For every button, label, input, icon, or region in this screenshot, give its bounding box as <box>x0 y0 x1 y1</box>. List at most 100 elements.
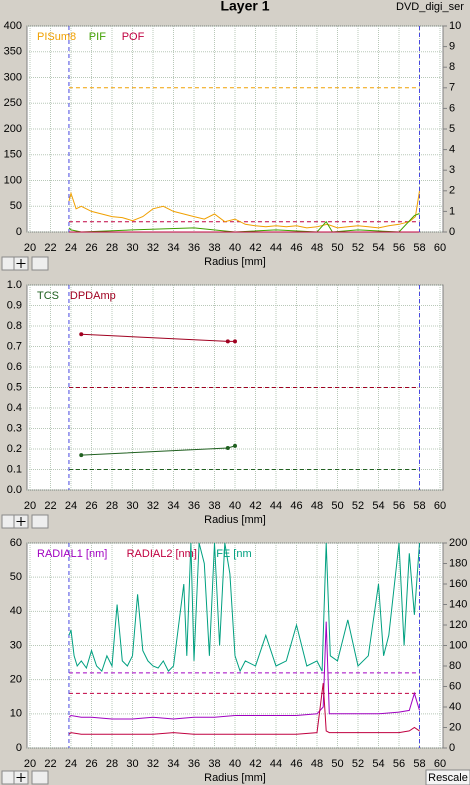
y-tick-label: 300 <box>4 71 22 83</box>
x-tick-label: 40 <box>229 500 241 512</box>
x-tick-label: 20 <box>24 242 36 254</box>
x-tick-label: 34 <box>167 500 179 512</box>
x-tick-label: 24 <box>65 500 77 512</box>
x-tick-label: 30 <box>126 500 138 512</box>
x-tick-label: 32 <box>147 500 159 512</box>
icon <box>16 773 26 782</box>
x-tick-label: 34 <box>167 242 179 254</box>
rescale-button[interactable] <box>425 769 470 785</box>
x-tick-label: 38 <box>208 500 220 512</box>
x-tick-label: 42 <box>249 758 261 770</box>
legend-entry: RADIAL1 [nm] <box>37 548 107 560</box>
series-line <box>68 621 420 720</box>
x-tick-label: 26 <box>85 242 97 254</box>
x-tick-label: 22 <box>44 758 56 770</box>
tool-pan[interactable] <box>31 770 49 785</box>
x-tick-label: 28 <box>106 500 118 512</box>
x-tick-label: 58 <box>413 500 425 512</box>
y-tick-label: 10 <box>10 708 22 720</box>
y-tick-label: 400 <box>4 20 22 32</box>
legend-entry: PISum8 <box>37 31 76 43</box>
y2-tick-label: 4 <box>449 144 455 156</box>
x-tick-label: 32 <box>147 758 159 770</box>
x-tick-label: 60 <box>434 242 446 254</box>
y-tick-label: 0.3 <box>7 422 22 434</box>
x-tick-label: 28 <box>106 758 118 770</box>
y-tick-label: 60 <box>10 537 22 549</box>
y-tick-label: 0.2 <box>7 443 22 455</box>
y-tick-label: 100 <box>4 174 22 186</box>
x-axis-label: Radius [mm] <box>204 772 266 784</box>
x-tick-label: 52 <box>352 242 364 254</box>
x-tick-label: 52 <box>352 758 364 770</box>
x-tick-label: 60 <box>434 500 446 512</box>
x-tick-label: 36 <box>188 758 200 770</box>
x-tick-label: 58 <box>413 242 425 254</box>
series-line <box>68 190 420 229</box>
x-tick-label: 24 <box>65 758 77 770</box>
tool-zoom[interactable] <box>1 256 15 271</box>
x-tick-label: 48 <box>311 500 323 512</box>
button-label[interactable]: Rescale <box>428 772 468 784</box>
y-tick-label: 350 <box>4 46 22 58</box>
y2-tick-label: 8 <box>449 61 455 73</box>
tool-zoom[interactable] <box>1 514 15 529</box>
x-tick-label: 54 <box>372 500 384 512</box>
x-tick-label: 40 <box>229 758 241 770</box>
x-tick-label: 58 <box>413 758 425 770</box>
x-tick-label: 38 <box>208 758 220 770</box>
x-tick-label: 54 <box>372 242 384 254</box>
x-tick-label: 36 <box>188 242 200 254</box>
x-axis-label: Radius [mm] <box>204 514 266 526</box>
x-tick-label: 32 <box>147 242 159 254</box>
y-tick-label: 0.0 <box>7 484 22 496</box>
y-tick-label: 0.9 <box>7 299 22 311</box>
y2-tick-label: 0 <box>449 226 455 238</box>
legend-entry: DPDAmp <box>70 290 116 302</box>
y2-tick-label: 5 <box>449 123 455 135</box>
tool-pan[interactable] <box>31 514 49 529</box>
y2-tick-label: 160 <box>449 578 467 590</box>
y2-tick-label: 2 <box>449 185 455 197</box>
x-tick-label: 44 <box>270 242 282 254</box>
x-tick-label: 36 <box>188 500 200 512</box>
x-tick-label: 48 <box>311 242 323 254</box>
series-line <box>68 542 420 673</box>
tab-label: DVD_digi_ser <box>396 1 464 13</box>
y2-tick-label: 20 <box>449 721 461 733</box>
x-tick-label: 46 <box>290 242 302 254</box>
y-tick-label: 40 <box>10 605 22 617</box>
y-tick-label: 0.5 <box>7 381 22 393</box>
y-tick-label: 250 <box>4 97 22 109</box>
x-tick-label: 50 <box>331 758 343 770</box>
x-tick-label: 50 <box>331 500 343 512</box>
y2-tick-label: 100 <box>449 639 467 651</box>
point <box>225 445 230 450</box>
y2-tick-label: 40 <box>449 701 461 713</box>
x-tick-label: 24 <box>65 242 77 254</box>
x-tick-label: 26 <box>85 500 97 512</box>
x-tick-label: 50 <box>331 242 343 254</box>
tool-zoom[interactable] <box>1 770 15 785</box>
x-tick-label: 44 <box>270 758 282 770</box>
y2-tick-label: 120 <box>449 619 467 631</box>
x-tick-label: 20 <box>24 500 36 512</box>
x-tick-label: 28 <box>106 242 118 254</box>
toolbar[interactable] <box>1 256 49 785</box>
y-tick-label: 0.1 <box>7 463 22 475</box>
y-tick-label: 1.0 <box>7 279 22 291</box>
x-tick-label: 48 <box>311 758 323 770</box>
x-tick-label: 20 <box>24 758 36 770</box>
x-tick-label: 54 <box>372 758 384 770</box>
y2-tick-label: 1 <box>449 205 455 217</box>
y2-tick-label: 10 <box>449 20 461 32</box>
legend-entry: TCS <box>37 290 59 302</box>
icon <box>16 517 26 526</box>
y2-tick-label: 140 <box>449 598 467 610</box>
tool-pan[interactable] <box>31 256 49 271</box>
y-tick-label: 30 <box>10 639 22 651</box>
x-tick-label: 22 <box>44 500 56 512</box>
x-tick-label: 34 <box>167 758 179 770</box>
y2-tick-label: 180 <box>449 557 467 569</box>
